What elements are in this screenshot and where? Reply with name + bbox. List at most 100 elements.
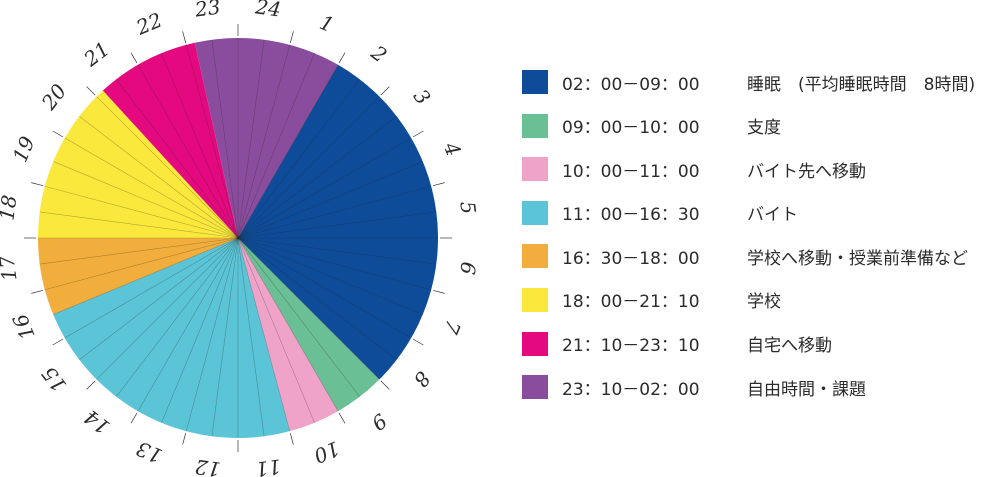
legend-activity: 睡眠 (平均睡眠時間 8時間): [747, 74, 976, 95]
hour-tick: [182, 433, 187, 445]
hour-spoke: [79, 237, 239, 360]
hour-spoke: [237, 116, 397, 239]
legend-time-range: 16：30－18：00: [562, 248, 700, 269]
legend-time-range: 23：10－02：00: [562, 379, 700, 400]
hour-tick: [412, 338, 424, 346]
legend-time-range: 09：00－10：00: [562, 118, 700, 139]
hour-label-14: 14: [79, 405, 114, 440]
hour-spoke: [237, 79, 360, 239]
pie-slice-7: [194, 38, 338, 239]
hour-spoke: [137, 64, 239, 239]
hour-spoke: [53, 237, 239, 315]
legend-item: 11：00－16：30 バイト: [522, 200, 1004, 226]
legend-time-range: 11：00－16：30: [562, 205, 700, 226]
hour-label-7: 7: [439, 316, 466, 337]
hour-spoke: [237, 237, 437, 265]
hour-tick: [31, 289, 43, 294]
pie-slices: [38, 38, 438, 438]
hour-spoke: [237, 237, 291, 432]
hour-label-5: 5: [455, 200, 480, 216]
legend-activity: バイト: [747, 205, 798, 226]
hour-label-13: 13: [133, 436, 166, 468]
legend-activity: 自由時間・課題: [747, 379, 866, 400]
hour-tick: [412, 130, 424, 138]
hour-spoke: [96, 237, 239, 380]
hour-spoke: [237, 237, 339, 412]
hour-tick: [130, 52, 138, 64]
legend-item: 21：10－23：10 自宅へ移動: [522, 331, 1004, 357]
legend-item: 09：00－10：00 支度: [522, 113, 1004, 139]
hour-spoke: [96, 96, 239, 239]
pie-slice-4: [38, 238, 238, 315]
legend-time-range: 21：10－23：10: [562, 336, 700, 357]
hour-spoke: [237, 211, 437, 239]
hour-label-4: 4: [438, 138, 465, 160]
hour-label-21: 21: [79, 37, 115, 72]
hour-label-18: 18: [0, 194, 22, 222]
hour-spoke: [116, 79, 239, 239]
hour-spokes: [24, 24, 452, 452]
hour-label-11: 11: [254, 454, 282, 477]
hour-spoke: [161, 53, 239, 239]
hour-spoke: [237, 237, 315, 423]
hour-spoke: [161, 237, 239, 423]
hour-label-10: 10: [310, 436, 343, 468]
hour-spoke: [44, 185, 239, 239]
pie-slice-5: [38, 90, 238, 238]
legend-swatch: [522, 200, 548, 225]
hour-label-12: 12: [194, 454, 222, 477]
hour-label-2: 2: [366, 40, 392, 67]
legend-item: 10：00－11：00 バイト先へ移動: [522, 157, 1004, 182]
hour-spoke: [185, 237, 239, 432]
hour-spoke: [53, 161, 239, 239]
hour-label-20: 20: [36, 79, 71, 115]
hour-spoke: [237, 237, 265, 437]
legend-time-range: 02：00－09：00: [562, 74, 700, 95]
hour-tick: [338, 52, 346, 64]
legend: 02：00－09：00 睡眠 (平均睡眠時間 8時間) 09：00－10：00 支度 1…: [522, 70, 1004, 419]
hour-tick: [52, 130, 64, 138]
hour-label-19: 19: [8, 133, 40, 166]
hour-spoke: [237, 185, 432, 239]
hour-spoke: [211, 237, 239, 437]
hour-spoke: [237, 237, 412, 339]
hour-tick: [338, 412, 346, 424]
hour-spoke: [237, 137, 412, 239]
hour-tick: [52, 338, 64, 346]
hour-spoke: [237, 53, 315, 239]
hour-label-1: 1: [316, 10, 337, 37]
hour-label-3: 3: [409, 84, 436, 109]
hour-label-23: 23: [193, 0, 222, 22]
hour-tick: [289, 31, 294, 43]
hour-label-9: 9: [367, 409, 392, 436]
hour-label-24: 24: [253, 0, 282, 22]
hour-spoke: [237, 237, 432, 291]
hour-tick: [380, 380, 390, 390]
hour-spoke: [237, 237, 397, 360]
pie-slice-2: [238, 238, 338, 432]
legend-time-range: 18：00－21：10: [562, 292, 700, 313]
hour-spoke: [64, 237, 239, 339]
hour-label-8: 8: [409, 367, 436, 392]
hour-tick: [433, 182, 445, 187]
hour-label-22: 22: [132, 8, 166, 40]
hour-spoke: [237, 237, 423, 315]
hour-spoke: [116, 237, 239, 397]
hour-label-16: 16: [8, 310, 40, 343]
hour-tick: [86, 86, 96, 96]
hour-tick: [182, 31, 187, 43]
hour-spoke: [237, 39, 265, 239]
hour-spoke: [237, 237, 380, 380]
hour-spoke: [44, 237, 239, 291]
hour-spoke: [211, 39, 239, 239]
legend-time-range: 10：00－11：00: [562, 161, 700, 182]
hour-spoke: [185, 44, 239, 239]
hour-spoke: [39, 237, 239, 265]
hour-tick: [433, 289, 445, 294]
hour-spoke: [237, 64, 339, 239]
legend-swatch: [522, 287, 548, 312]
hour-spoke: [237, 96, 380, 239]
hour-spoke: [39, 211, 239, 239]
legend-item: 02：00－09：00 睡眠 (平均睡眠時間 8時間): [522, 70, 1004, 95]
